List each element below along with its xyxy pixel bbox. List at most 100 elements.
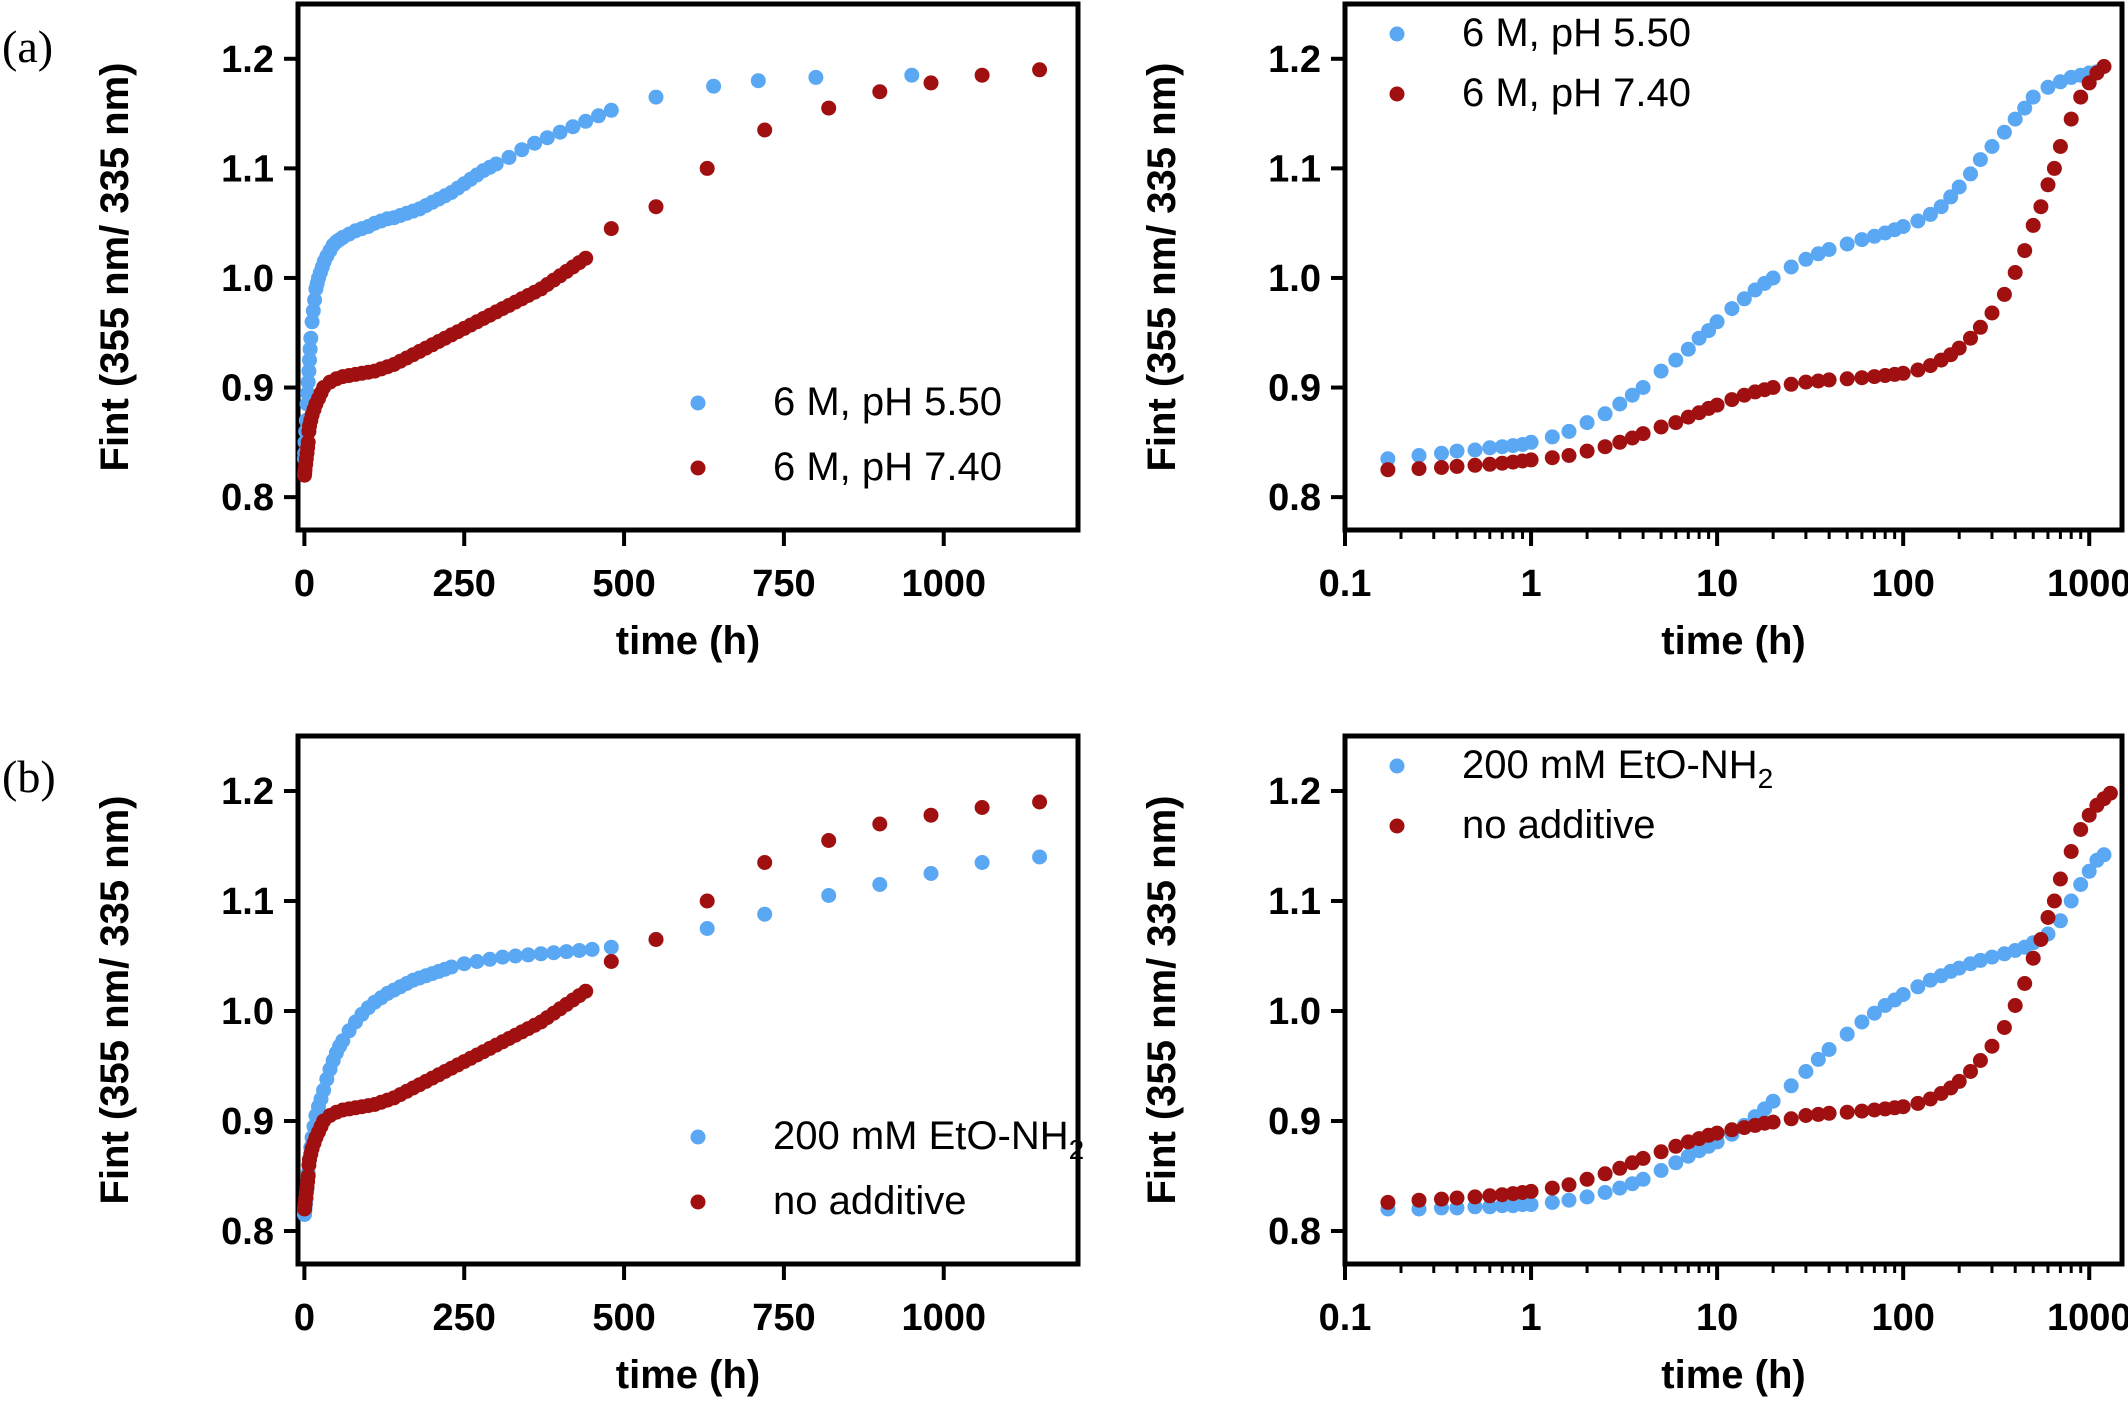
legend-label-subscript: 2 (1758, 763, 1774, 794)
x-tick-label: 0.1 (1319, 1297, 1372, 1339)
x-tick-label: 1 (1520, 563, 1541, 605)
data-point (1922, 206, 1938, 222)
x-tick-label: 10 (1696, 563, 1738, 605)
series-0 (297, 849, 1048, 1222)
data-point (1411, 448, 1427, 463)
data-point (2073, 877, 2089, 892)
data-point (2073, 89, 2089, 105)
y-tick-label: 0.8 (221, 1211, 274, 1253)
data-point (1467, 457, 1483, 473)
data-point (1544, 429, 1560, 445)
data-point (1963, 166, 1978, 182)
data-point (2063, 844, 2079, 859)
data-point (1984, 305, 2000, 321)
data-point (1709, 314, 1725, 330)
legend-label-subscript: 2 (1069, 1134, 1085, 1165)
data-point (571, 943, 587, 958)
data-point (648, 932, 664, 947)
data-point (872, 877, 888, 892)
data-point (1635, 380, 1651, 395)
data-point (1482, 440, 1498, 456)
data-point (1724, 1122, 1740, 1138)
data-point (1653, 1144, 1669, 1160)
data-point (2081, 863, 2097, 879)
plot-frame (1342, 1, 2125, 533)
data-point (1854, 232, 1870, 248)
data-point (603, 102, 619, 118)
data-point (1933, 199, 1949, 215)
data-point (1482, 1188, 1498, 1204)
legend-marker (690, 1129, 706, 1145)
data-point (1653, 1163, 1669, 1178)
data-point (1482, 456, 1498, 472)
data-point (1668, 1155, 1684, 1171)
data-point (1765, 270, 1781, 286)
legend-label-text: 200 mM EtO-NH (773, 1114, 1069, 1158)
y-tick-label: 1.1 (221, 881, 274, 923)
plot-frame (295, 1, 1081, 533)
series-0 (1380, 64, 2105, 467)
data-point (821, 833, 837, 848)
x-tick-label: 250 (433, 563, 496, 605)
data-point (1709, 1125, 1725, 1141)
data-point (1724, 301, 1740, 317)
data-point (1579, 443, 1595, 459)
data-point (1597, 406, 1613, 422)
legend-label: 6 M, pH 5.50 (1462, 11, 1691, 55)
data-point (974, 855, 990, 870)
data-point (514, 142, 530, 158)
y-tick-label: 1.0 (221, 258, 274, 300)
data-point (821, 888, 837, 903)
data-point (699, 893, 715, 909)
y-axis-title: Fint (355 nm/ 335 nm) (93, 63, 137, 472)
x-tick-label: 0 (294, 1297, 315, 1339)
data-point (1032, 794, 1048, 810)
data-point (2040, 910, 2056, 925)
data-point (2096, 847, 2112, 863)
y-axis-title: Fint (355 nm/ 335 nm) (1140, 63, 1184, 472)
data-point (1032, 62, 1048, 78)
y-axis-title: Fint (355 nm/ 335 nm) (1140, 796, 1184, 1205)
legend-label: no additive (1462, 803, 1655, 847)
data-point (1895, 987, 1911, 1002)
x-tick-label: 1000 (901, 563, 986, 605)
data-point (603, 939, 619, 955)
data-point (699, 921, 715, 936)
data-point (1449, 458, 1465, 474)
legend-marker (690, 395, 706, 411)
legend-label: 6 M, pH 7.40 (1462, 71, 1691, 115)
data-point (1984, 1038, 2000, 1054)
data-point (307, 292, 323, 308)
data-point (2073, 822, 2089, 837)
y-axis-title: Fint (355 nm/ 335 nm) (93, 796, 137, 1205)
data-point (2017, 243, 2033, 259)
data-point (2102, 785, 2118, 801)
data-point (1783, 376, 1799, 392)
data-point (1561, 1177, 1577, 1193)
data-point (456, 956, 472, 972)
data-point (565, 119, 581, 135)
x-axis-title: time (h) (616, 619, 760, 663)
x-tick-label: 1000 (901, 1297, 986, 1339)
data-point (2063, 893, 2079, 909)
data-point (1910, 213, 1926, 229)
data-point (1783, 1111, 1799, 1127)
data-point (2033, 199, 2049, 215)
y-tick-label: 0.9 (221, 1101, 274, 1143)
y-tick-label: 0.8 (1268, 477, 1321, 519)
plot-frame (295, 733, 1081, 1267)
data-point (2025, 950, 2041, 966)
data-point (2052, 913, 2068, 929)
data-point (872, 84, 888, 100)
legend-label-text: 200 mM EtO-NH (1462, 743, 1758, 787)
data-point (527, 135, 543, 151)
data-point (1839, 1026, 1855, 1042)
legend-marker (1389, 26, 1405, 42)
data-point (1910, 362, 1926, 378)
data-point (1943, 189, 1959, 205)
data-point (1866, 1005, 1882, 1021)
data-point (1821, 372, 1837, 388)
data-point (699, 160, 715, 176)
data-point (2007, 265, 2023, 280)
data-point (1798, 374, 1814, 390)
